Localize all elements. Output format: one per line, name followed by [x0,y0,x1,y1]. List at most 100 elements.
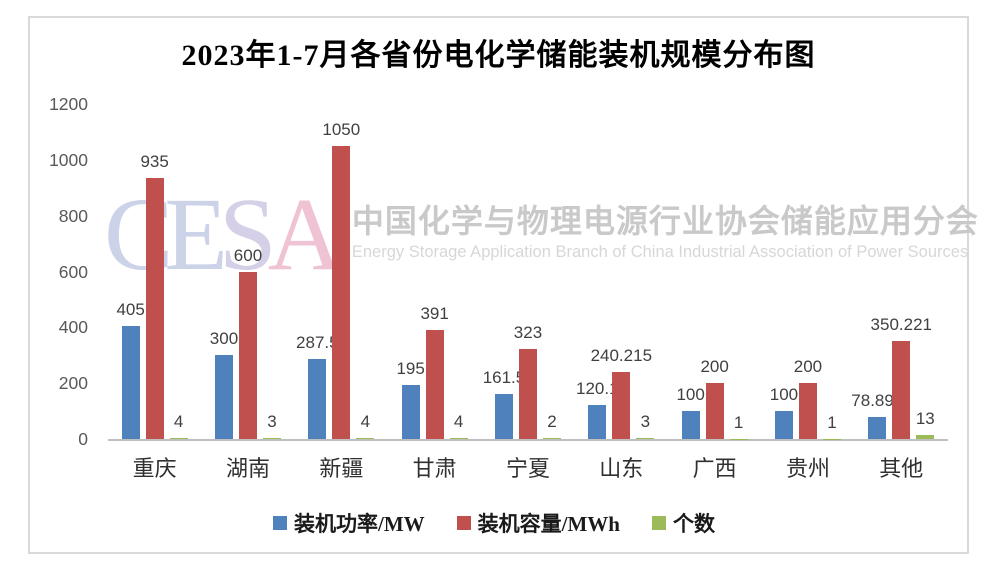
y-tick-label: 400 [58,317,88,338]
bar-label: 3 [267,412,277,432]
bar-label: 1050 [322,119,361,139]
bar-label: 600 [233,245,263,265]
legend-item: 装机容量/MWh [456,508,620,538]
bar-label: 323 [513,322,543,342]
bar: 287.5 [296,333,339,439]
bar-label: 100 [769,385,799,405]
category-label: 广西 [692,456,737,481]
legend-swatch-icon [273,516,287,530]
bar-label: 287.5 [296,332,339,352]
bar-label: 240.215 [590,345,653,365]
legend-label: 个数 [673,512,715,536]
bar-group: 195 391 4 [388,104,481,439]
y-tick-label: 800 [58,205,88,226]
bar: 4 [169,412,188,439]
category-label: 湖南 [225,456,270,481]
legend-label: 装机容量/MWh [477,512,620,536]
y-axis: 0 200 400 600 800 1000 1200 [30,94,88,449]
bar: 195 [396,359,425,439]
category-label: 其他 [879,456,924,481]
bar-label: 350.221 [870,315,933,335]
bar: 935 [140,152,169,439]
bar-label: 161.5 [482,367,526,387]
bar-label: 78.896 [851,390,904,410]
bar: 200 [794,358,822,439]
y-tick-label: 1000 [49,149,88,170]
legend-swatch-icon [652,516,666,530]
bar-group: 100 200 1 [668,104,761,439]
category-label: 山东 [599,456,644,481]
cesa-logo: CESA [104,177,343,292]
bar-group: 78.896 350.221 13 [851,104,948,439]
bar: 405 [116,300,145,439]
chart-title: 2023年1-7月各省份电化学储能装机规模分布图 [181,39,816,72]
bar: 2 [542,413,561,439]
bar-label: 4 [453,411,464,431]
bar-group: 100 200 1 [761,104,854,439]
bar-label: 195 [396,358,425,378]
bar-label: 405 [116,299,145,319]
category-label: 甘肃 [412,456,457,481]
watermark: CESA 中国化学与物理电源行业协会储能应用分会 Energy Storage … [104,177,979,292]
bar: 200 [700,358,729,439]
legend-swatch-icon [456,516,471,530]
bar: 300 [210,330,238,439]
bar-label: 935 [140,151,169,171]
bar-label: 391 [420,303,449,323]
bar-label: 1 [733,412,744,432]
bar-label: 200 [700,357,729,377]
category-label: 重庆 [132,456,177,481]
bar: 1050 [322,120,360,439]
bar-label: 2 [547,412,557,432]
plot-area: 405 935 4 300 600 3 287.5 1050 4 195 391 4 161.5 323 2… [108,104,948,441]
bar: 4 [449,412,468,439]
category-label: 新疆 [319,456,364,481]
chart-frame [28,16,969,554]
bar: 3 [636,413,655,439]
y-tick-label: 600 [58,261,88,282]
bar: 100 [770,386,798,439]
bar: 161.5 [483,368,525,439]
bar-label: 200 [793,357,823,377]
bar-group: 287.5 1050 4 [295,104,388,439]
y-tick-label: 200 [58,373,88,394]
bar-label: 100 [676,385,705,405]
bar: 100 [676,386,705,439]
bar-label: 1 [827,412,837,432]
watermark-text: 中国化学与物理电源行业协会储能应用分会 Energy Storage Appli… [352,202,979,262]
bar-group: 120.1 240.215 3 [575,104,668,439]
bar: 13 [916,410,935,439]
x-axis: 重庆 湖南 新疆 甘肃 宁夏 山东 广西 贵州 其他 [108,452,948,486]
watermark-org-name-en: Energy Storage Application Branch of Chi… [351,243,969,261]
legend-item: 装机功率/MW [273,508,425,538]
bar-label: 300 [209,329,239,349]
bar: 350.221 [871,316,932,439]
legend-item: 个数 [652,508,715,538]
y-tick-label: 1200 [49,94,88,114]
bar-group: 405 935 4 [108,104,201,439]
bar-group: 161.5 323 2 [481,104,574,439]
bar-label: 13 [915,409,935,429]
legend-label: 装机功率/MW [294,512,425,536]
bar: 120.1 [576,380,619,439]
bar-label: 3 [640,412,651,432]
cesa-letter: S [218,177,277,292]
bar-label: 120.1 [576,379,619,399]
y-tick-label: 0 [78,429,88,449]
category-label: 贵州 [785,456,830,481]
cesa-letter: A [267,177,343,292]
bar-label: 4 [173,411,184,431]
bar: 3 [262,413,281,439]
bar: 4 [356,412,375,439]
bar: 240.215 [591,346,652,439]
bar: 391 [420,304,449,439]
bar: 600 [234,246,262,439]
category-label: 宁夏 [505,456,550,481]
bar: 78.896 [851,391,903,439]
watermark-org-name-cn: 中国化学与物理电源行业协会储能应用分会 [351,203,979,239]
cesa-letter: E [164,177,227,292]
bar-group: 300 600 3 [201,104,294,439]
legend: 装机功率/MW 装机容量/MWh 个数 [0,508,988,538]
bar-label: 4 [360,411,371,431]
